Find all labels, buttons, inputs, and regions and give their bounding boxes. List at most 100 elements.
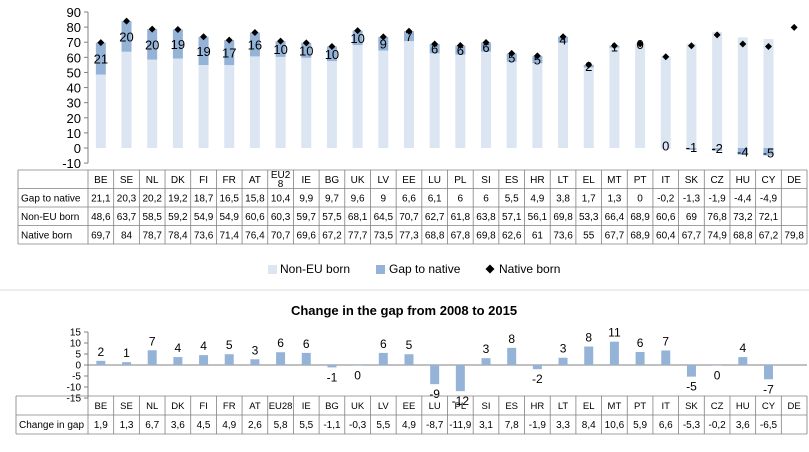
table-category-fr: FR — [223, 401, 236, 412]
table-category-dk: DK — [171, 401, 185, 412]
table-cell: 54,9 — [194, 212, 214, 223]
table-row-label-gap-to-native: Gap to native — [21, 194, 81, 205]
table-cell: 19,2 — [168, 194, 188, 205]
bar-change-in-gap-it — [661, 350, 670, 365]
table-cell: 66,4 — [605, 212, 625, 223]
bar-label-hu: 4 — [739, 341, 746, 355]
table-cell: 5,8 — [274, 420, 288, 431]
table-category-cy: CY — [762, 401, 776, 412]
table-cell: 3,3 — [556, 420, 570, 431]
bar-non-eu-born-uk — [353, 45, 363, 148]
bar-label-lu: -9 — [429, 387, 440, 401]
table-cell: 55 — [583, 231, 595, 242]
table-category-ee: EE — [403, 401, 416, 412]
table-cell: 68,8 — [425, 231, 445, 242]
bar-label-it: 7 — [662, 334, 669, 348]
table-category-hu: HU — [736, 175, 750, 186]
table-category-at: AT — [249, 175, 261, 186]
table-category-hr: HR — [530, 175, 544, 186]
table-cell: 2,6 — [248, 420, 262, 431]
table-cell: -1,9 — [709, 194, 727, 205]
y-tick-label: -5 — [72, 372, 81, 383]
table-category-bg: BG — [325, 401, 339, 412]
bar-label-it: 0 — [662, 138, 669, 153]
bar-label-es: 8 — [508, 332, 515, 346]
bar-label-fr: 5 — [226, 338, 233, 352]
table-cell: 60,6 — [656, 212, 676, 223]
table-cell: 59,7 — [297, 212, 317, 223]
bar-non-eu-born-mt — [609, 48, 619, 148]
bar-label-eu28: 6 — [277, 336, 284, 350]
table-cell: -4,9 — [760, 194, 778, 205]
table-cell: 7,8 — [505, 420, 519, 431]
table-category-lt: LT — [558, 401, 569, 412]
table-category-cy: CY — [762, 175, 776, 186]
table-cell: -5,3 — [683, 420, 701, 431]
y-tick-label: -10 — [62, 156, 81, 171]
bar-label-fi: 4 — [200, 339, 207, 353]
table-cell: 59,2 — [168, 212, 188, 223]
table-cell: 73,5 — [374, 231, 394, 242]
y-tick-label: 60 — [67, 50, 81, 65]
table-cell: 69,8 — [476, 231, 496, 242]
bar-label-pt: 6 — [637, 336, 644, 350]
table-cell: 3,1 — [479, 420, 493, 431]
table-cell: 68,8 — [733, 231, 753, 242]
table-category-pt: PT — [634, 175, 647, 186]
table-cell: -6,5 — [760, 420, 778, 431]
table-cell: 67,7 — [682, 231, 702, 242]
bar-change-in-gap-uk — [353, 365, 362, 366]
table-category-nl: NL — [146, 401, 158, 412]
table-cell: 73,6 — [194, 231, 214, 242]
bar-label-ie: 6 — [303, 337, 310, 351]
table-category-fr: FR — [223, 175, 236, 186]
table-category-uk: UK — [351, 175, 365, 186]
table-cell: 4,9 — [222, 420, 236, 431]
bar-non-eu-born-be — [96, 75, 106, 148]
bar-label-hr: -2 — [532, 372, 543, 386]
bar-non-eu-born-at — [250, 56, 260, 148]
table-cell: 6,6 — [659, 420, 673, 431]
table-cell: 5,5 — [299, 420, 313, 431]
bar-non-eu-born-cz — [712, 32, 722, 148]
table-cell: 69,6 — [297, 231, 317, 242]
table-cell: -0,2 — [657, 194, 675, 205]
bar-non-eu-born-lv — [378, 51, 388, 148]
table-cell: 6,6 — [402, 194, 416, 205]
table-cell: -0,2 — [709, 420, 727, 431]
table-cell: 67,2 — [322, 231, 342, 242]
table-category-se: SE — [120, 401, 133, 412]
bar-change-in-gap-ee — [404, 354, 413, 365]
table-row-label-non-eu-born: Non-EU born — [21, 212, 79, 223]
table-category-el: EL — [583, 175, 596, 186]
table-category-pl: PL — [454, 175, 467, 186]
bar-change-in-gap-hr — [533, 365, 542, 369]
y-tick-label: -15 — [67, 394, 82, 405]
table-category-mt: MT — [607, 175, 621, 186]
bar-label-fi: 19 — [196, 44, 210, 59]
y-tick-label: 50 — [67, 65, 81, 80]
bar-label-sk: -1 — [686, 140, 698, 155]
table-cell: 53,3 — [579, 212, 599, 223]
table-cell: 69 — [686, 212, 698, 223]
table-cell: 4,9 — [530, 194, 544, 205]
bar-label-dk: 19 — [171, 37, 185, 52]
table-cell: -1,3 — [683, 194, 701, 205]
bar-label-mt: 11 — [608, 326, 621, 340]
bar-change-in-gap-mt — [610, 342, 619, 365]
table-category-si: SI — [481, 175, 490, 186]
table-cell: 5,5 — [505, 194, 519, 205]
bar-label-cz: 0 — [714, 368, 721, 382]
table-row-label-native-born: Native born — [21, 231, 72, 242]
table-cell: 4,9 — [402, 420, 416, 431]
bar-label-fr: 17 — [222, 46, 236, 61]
table-category-be: BE — [94, 401, 107, 412]
bar-label-lv: 6 — [380, 337, 387, 351]
table-category-fi: FI — [199, 401, 207, 412]
table-category-dk: DK — [171, 175, 185, 186]
y-tick-label: -10 — [67, 383, 82, 394]
y-tick-label: 80 — [67, 20, 81, 35]
table-cell: 61 — [532, 231, 544, 242]
table-cell: 69,8 — [553, 212, 573, 223]
bar-non-eu-born-pl — [455, 55, 465, 148]
